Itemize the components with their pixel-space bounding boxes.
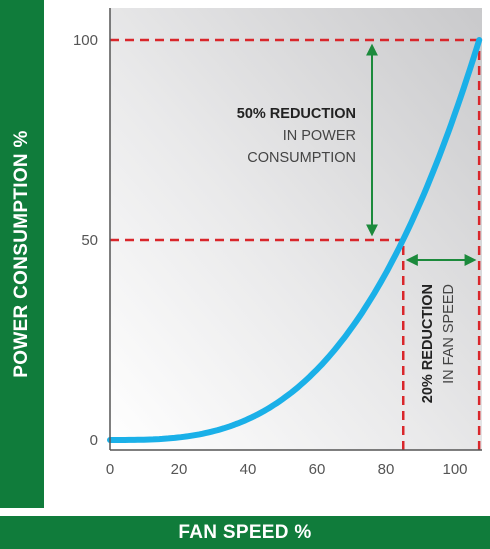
speed-reduction-bold: 20% REDUCTION — [420, 284, 436, 403]
x-tick-label-40: 40 — [240, 461, 257, 478]
speed-reduction-line-1: IN FAN SPEED — [441, 284, 457, 384]
y-tick-label-0: 0 — [90, 432, 98, 449]
y-tick-label-50: 50 — [81, 232, 98, 249]
y-tick-labels: 0 50 100 — [73, 32, 98, 449]
x-tick-label-0: 0 — [106, 461, 114, 478]
power-reduction-line-2: CONSUMPTION — [247, 150, 356, 166]
x-tick-label-60: 60 — [309, 461, 326, 478]
reference-lines — [110, 38, 481, 450]
y-axis-label-bar — [0, 0, 44, 508]
fan-power-chart: 50% REDUCTION IN POWER CONSUMPTION 20% R… — [73, 8, 483, 478]
x-tick-label-80: 80 — [378, 461, 395, 478]
plot-background — [110, 8, 482, 450]
x-tick-label-20: 20 — [171, 461, 188, 478]
x-axis-label: FAN SPEED % — [178, 522, 312, 543]
x-tick-labels: 0 20 40 60 80 100 — [106, 461, 468, 478]
x-axis-label-bar — [0, 516, 490, 549]
y-tick-label-100: 100 — [73, 32, 98, 49]
power-reduction-line-1: IN POWER — [283, 128, 356, 144]
power-curve — [107, 37, 483, 443]
x-tick-label-100: 100 — [442, 461, 467, 478]
axes — [109, 8, 482, 451]
power-reduction-bold: 50% REDUCTION — [237, 106, 356, 122]
annotations: 50% REDUCTION IN POWER CONSUMPTION 20% R… — [237, 43, 477, 403]
